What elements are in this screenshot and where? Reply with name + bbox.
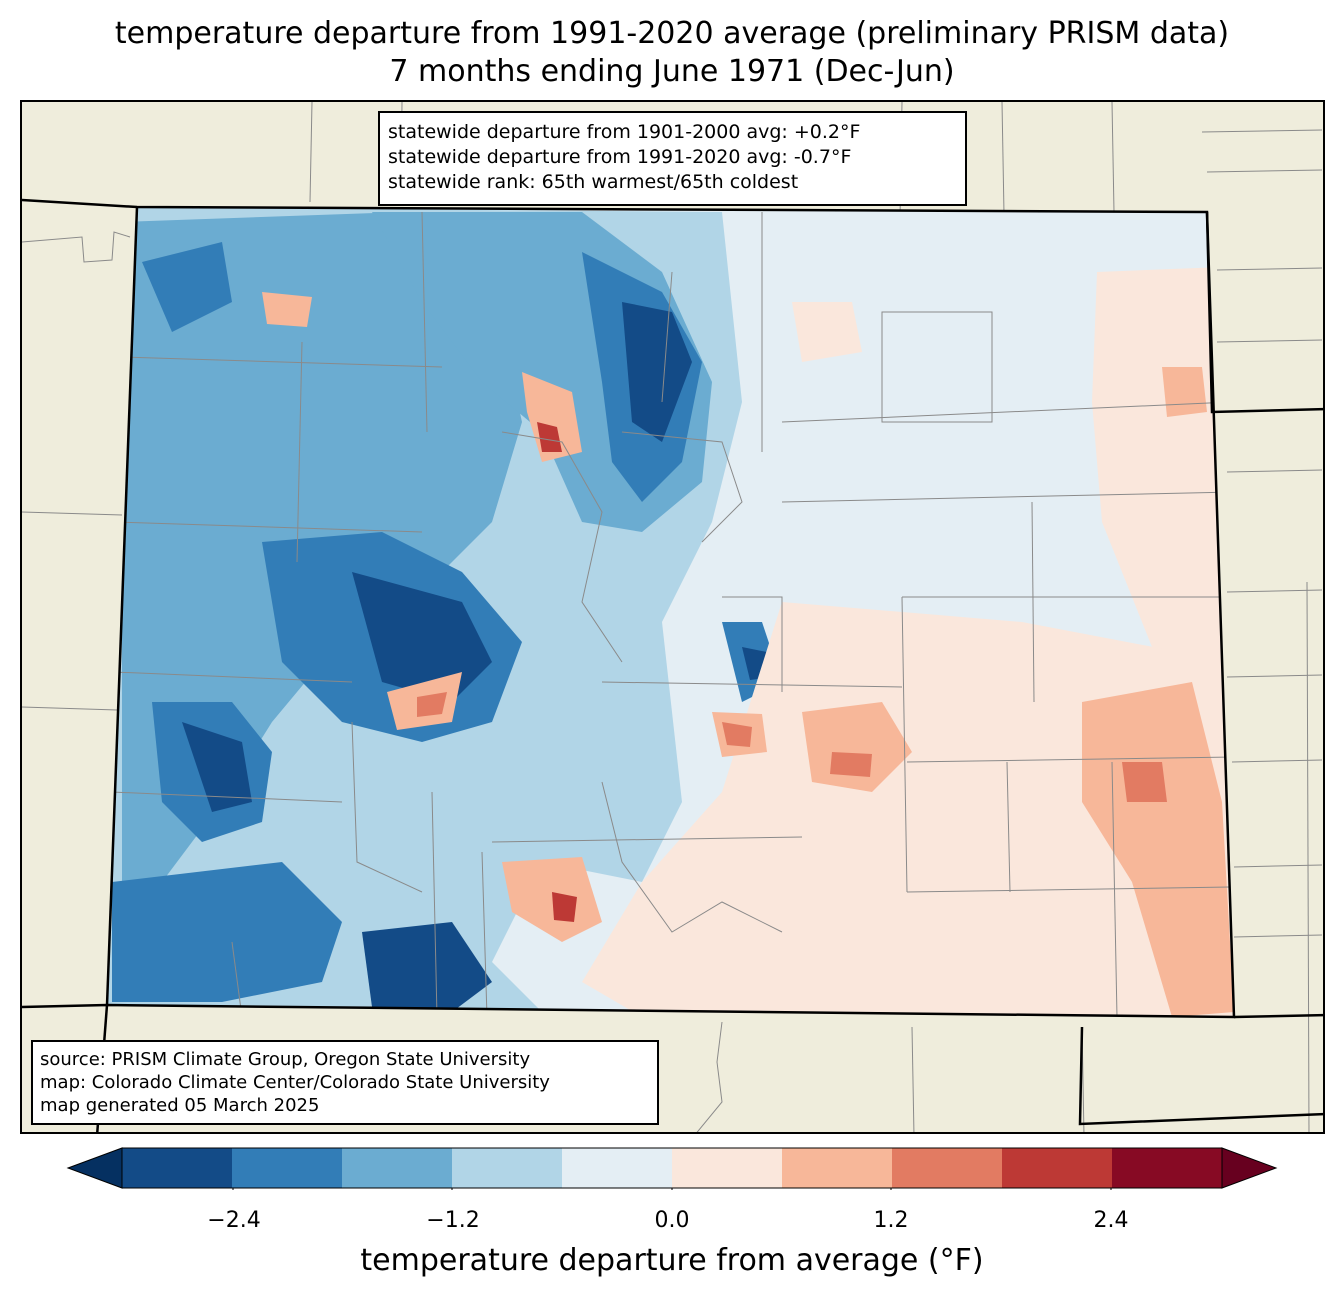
stat-rank: statewide rank: 65th warmest/65th coldes… xyxy=(388,171,799,193)
statewide-stats-box: statewide departure from 1901-2000 avg: … xyxy=(378,111,967,206)
colorbar-segment xyxy=(562,1148,673,1188)
source-line: source: PRISM Climate Group, Oregon Stat… xyxy=(40,1049,531,1070)
colorbar-tick-1: −2.4 xyxy=(207,1208,261,1233)
colorbar-segment xyxy=(342,1148,453,1188)
county-lines xyxy=(111,211,1234,1017)
colorbar-tick-2: −1.2 xyxy=(426,1208,480,1233)
generated-date-line: map generated 05 March 2025 xyxy=(40,1095,320,1116)
map-frame xyxy=(20,100,1325,1134)
colorbar xyxy=(66,1147,1278,1190)
colorbar-segment xyxy=(1002,1148,1113,1188)
state-borders xyxy=(22,198,1323,1132)
map-credit-line: map: Colorado Climate Center/Colorado St… xyxy=(40,1072,550,1093)
stat-departure-1901-2000: statewide departure from 1901-2000 avg: … xyxy=(388,121,861,143)
map-canvas xyxy=(22,102,1323,1132)
colorbar-segment xyxy=(672,1148,783,1188)
stat-departure-1991-2020: statewide departure from 1991-2020 avg: … xyxy=(388,146,852,168)
source-box: source: PRISM Climate Group, Oregon Stat… xyxy=(31,1040,659,1125)
map-title-line2: 7 months ending June 1971 (Dec-Jun) xyxy=(389,54,955,89)
colorbar-tick-3: 0.0 xyxy=(654,1208,690,1233)
colorbar-segment xyxy=(122,1148,233,1188)
map-title-line1: temperature departure from 1991-2020 ave… xyxy=(114,16,1230,51)
colorbar-tick-5: 2.4 xyxy=(1093,1208,1129,1233)
colorbar-segment xyxy=(452,1148,563,1188)
colorbar-extend-high xyxy=(1221,1147,1278,1189)
colorbar-segment xyxy=(232,1148,343,1188)
colorbar-segment xyxy=(1112,1148,1223,1188)
colorbar-segment xyxy=(892,1148,1003,1188)
colorbar-tick-4: 1.2 xyxy=(873,1208,909,1233)
colorbar-label: temperature departure from average (°F) xyxy=(360,1243,984,1278)
colorbar-extend-low xyxy=(66,1147,123,1189)
colorbar-segment xyxy=(782,1148,893,1188)
